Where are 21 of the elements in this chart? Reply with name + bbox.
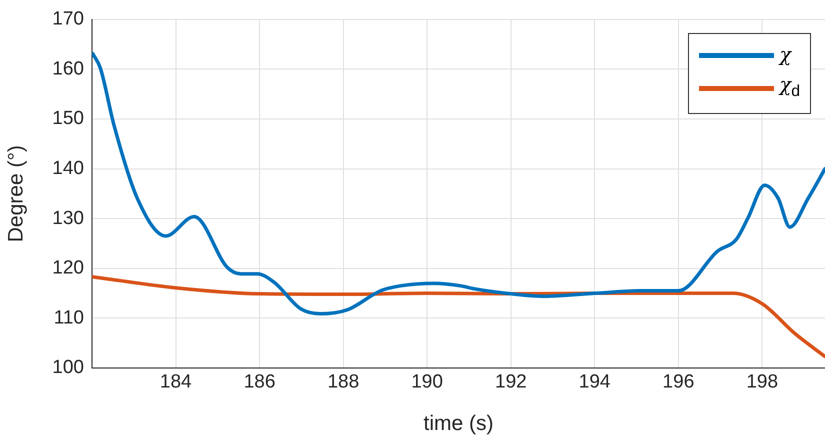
x-axis-title: time (s) (424, 412, 494, 436)
x-tick-label: 194 (578, 372, 611, 393)
y-tick-label: 140 (52, 158, 84, 180)
y-axis-title: Degree (°) (4, 145, 28, 242)
legend-label: χ (780, 43, 792, 68)
x-tick-label: 184 (160, 372, 192, 393)
y-tick-label: 170 (52, 8, 84, 30)
y-tick-label: 160 (52, 58, 84, 80)
y-tick-label: 150 (52, 108, 84, 130)
y-tick-label: 120 (52, 258, 84, 279)
x-tick-label: 188 (327, 372, 360, 393)
x-tick-label: 196 (662, 372, 694, 393)
y-tick-label: 130 (52, 208, 84, 229)
y-tick-label: 110 (54, 307, 84, 328)
legend-label: χ$_{d}$ (780, 73, 800, 102)
x-tick-label: 190 (411, 372, 443, 393)
x-tick-label: 186 (244, 372, 276, 393)
x-tick-label: 192 (495, 372, 527, 393)
x-tick-label: 198 (746, 372, 778, 393)
line-series (92, 52, 825, 316)
y-tick-label: 100 (52, 357, 84, 378)
